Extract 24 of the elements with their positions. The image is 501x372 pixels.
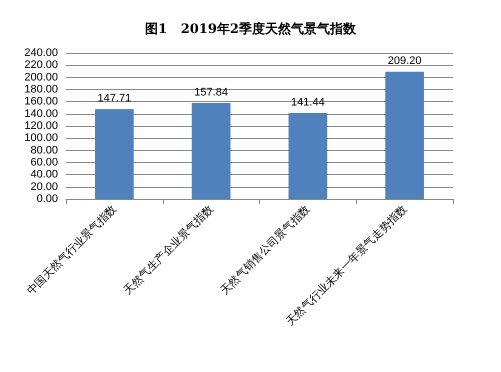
y-tick-label: 40.00 (30, 168, 58, 181)
y-tick-label: 200.00 (24, 71, 58, 84)
chart-title: 图1 2019年2季度天然气景气指数 (145, 21, 357, 37)
y-tick-label: 80.00 (30, 144, 58, 156)
y-tick-label: 0.00 (36, 193, 58, 205)
y-tick-label: 120.00 (24, 120, 58, 132)
bar (288, 112, 328, 199)
data-label: 141.44 (291, 96, 325, 108)
y-tick-label: 220.00 (24, 59, 58, 72)
x-tick-label: 天然气生产企业景气指数 (120, 202, 216, 298)
y-tick-label: 160.00 (24, 96, 58, 108)
y-tick-label: 180.00 (24, 84, 58, 96)
bar (192, 102, 230, 199)
data-label: 147.71 (98, 92, 132, 105)
bar (385, 72, 424, 199)
y-tick-label: 140.00 (24, 108, 58, 120)
y-tick-label: 20.00 (30, 180, 58, 193)
y-tick-label: 100.00 (24, 132, 58, 144)
x-tick-label: 中国天然气行业景气指数 (24, 202, 119, 298)
y-tick-label: 60.00 (30, 156, 58, 168)
data-label: 157.84 (194, 86, 228, 98)
bar (95, 109, 134, 199)
y-tick-label: 240.00 (24, 47, 58, 59)
data-label: 209.20 (388, 55, 422, 68)
